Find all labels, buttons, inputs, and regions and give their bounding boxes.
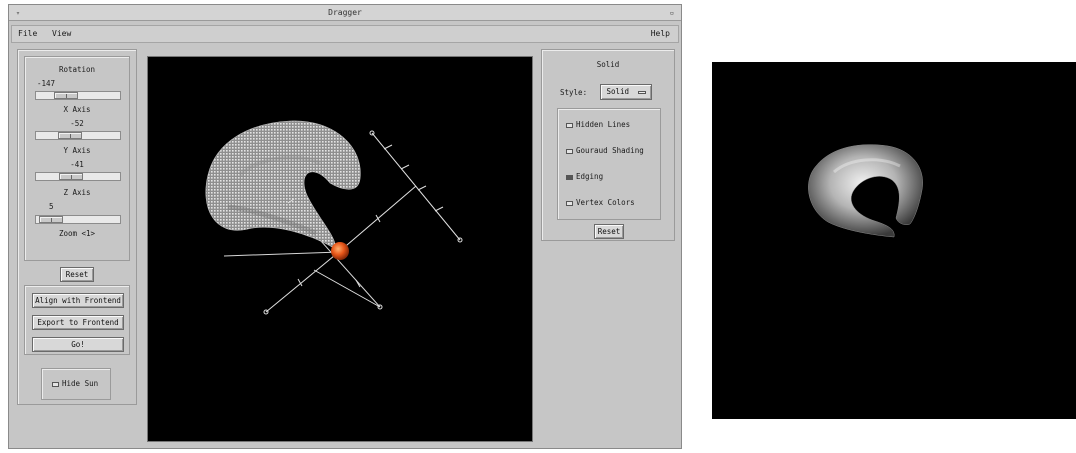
hide-sun-label: Hide Sun xyxy=(62,379,99,388)
render-options-group: Hidden Lines Gouraud Shading Edging Vert… xyxy=(557,108,661,220)
shaded-torus xyxy=(808,144,923,238)
solid-panel: Solid Style: Solid Hidden Lines Gouraud … xyxy=(541,49,675,241)
y-axis-label: Y Axis xyxy=(63,146,91,155)
hidden-lines-checkbox[interactable]: Hidden Lines xyxy=(566,119,630,131)
checkbox-box[interactable] xyxy=(566,122,573,128)
x-axis-label: X Axis xyxy=(63,105,91,114)
reset-solid-button[interactable]: Reset xyxy=(594,224,624,239)
hidden-lines-label: Hidden Lines xyxy=(576,120,631,129)
edging-label: Edging xyxy=(576,172,604,181)
axis-line-bottom xyxy=(313,269,381,308)
z-axis-value: -41 xyxy=(70,160,84,169)
checkbox-box[interactable] xyxy=(566,174,573,180)
z-axis-label: Z Axis xyxy=(63,188,91,197)
menu-help[interactable]: Help xyxy=(650,29,670,38)
x-axis-slider-thumb[interactable] xyxy=(54,92,78,99)
style-label: Style: xyxy=(560,88,588,97)
go-button[interactable]: Go! xyxy=(32,337,124,352)
zoom-label: Zoom <1> xyxy=(58,229,96,238)
title-bar[interactable]: ▿ Dragger ▫ xyxy=(9,5,681,21)
axis-line-lower xyxy=(265,250,341,313)
align-with-frontend-button[interactable]: Align with Frontend xyxy=(32,293,124,308)
menu-bar: File View Help xyxy=(11,25,679,43)
solid-title: Solid xyxy=(596,60,620,69)
menu-file[interactable]: File xyxy=(18,29,38,38)
z-axis-slider-thumb[interactable] xyxy=(59,173,83,180)
torus-mesh[interactable] xyxy=(205,120,361,250)
edging-checkbox[interactable]: Edging xyxy=(566,171,603,183)
axis-tick-marks xyxy=(287,144,444,288)
rotation-panel: Rotation -147 X Axis -52 Y Axis -41 Z Ax… xyxy=(24,56,130,261)
checkbox-box[interactable] xyxy=(566,148,573,154)
y-axis-slider-thumb[interactable] xyxy=(58,132,82,139)
x-axis-value: -147 xyxy=(37,79,56,88)
vertex-colors-label: Vertex Colors xyxy=(576,198,635,207)
left-control-panel xyxy=(17,49,137,405)
minimize-icon[interactable]: ▫ xyxy=(669,9,675,17)
zoom-slider[interactable] xyxy=(35,215,121,224)
sun-light-sphere[interactable] xyxy=(331,242,349,260)
y-axis-slider[interactable] xyxy=(35,131,121,140)
z-axis-slider[interactable] xyxy=(35,172,121,181)
axis-line-left xyxy=(223,251,341,257)
rendered-output-view xyxy=(712,62,1076,419)
axis-end-markers xyxy=(263,130,463,315)
rendered-output-canvas xyxy=(808,144,923,238)
reset-rotation-button[interactable]: Reset xyxy=(60,267,94,282)
export-to-frontend-button[interactable]: Export to Frontend xyxy=(32,315,124,330)
3d-viewport[interactable] xyxy=(147,56,533,442)
vertex-colors-checkbox[interactable]: Vertex Colors xyxy=(566,197,635,209)
hide-sun-checkbox[interactable]: Hide Sun xyxy=(52,378,98,390)
window-title: Dragger xyxy=(328,8,362,17)
style-dropdown[interactable]: Solid xyxy=(600,84,652,100)
menu-view[interactable]: View xyxy=(52,29,72,38)
checkbox-box[interactable] xyxy=(566,200,573,206)
dropdown-indicator-icon xyxy=(637,90,646,94)
style-dropdown-value: Solid xyxy=(606,87,630,96)
rotation-title: Rotation xyxy=(58,65,96,74)
hide-sun-panel: Hide Sun xyxy=(41,368,111,400)
scene-canvas[interactable] xyxy=(148,57,532,441)
gouraud-shading-checkbox[interactable]: Gouraud Shading xyxy=(566,145,644,157)
dragger-window: ▿ Dragger ▫ File View Help Rotation -147… xyxy=(8,4,682,449)
window-menu-icon[interactable]: ▿ xyxy=(15,9,21,17)
frontend-panel: Align with Frontend Export to Frontend G… xyxy=(24,285,130,355)
zoom-value: 5 xyxy=(49,202,54,211)
y-axis-value: -52 xyxy=(70,119,84,128)
zoom-slider-thumb[interactable] xyxy=(39,216,63,223)
x-axis-slider[interactable] xyxy=(35,91,121,100)
gouraud-shading-label: Gouraud Shading xyxy=(576,146,644,155)
hide-sun-checkbox-box[interactable] xyxy=(52,381,59,387)
